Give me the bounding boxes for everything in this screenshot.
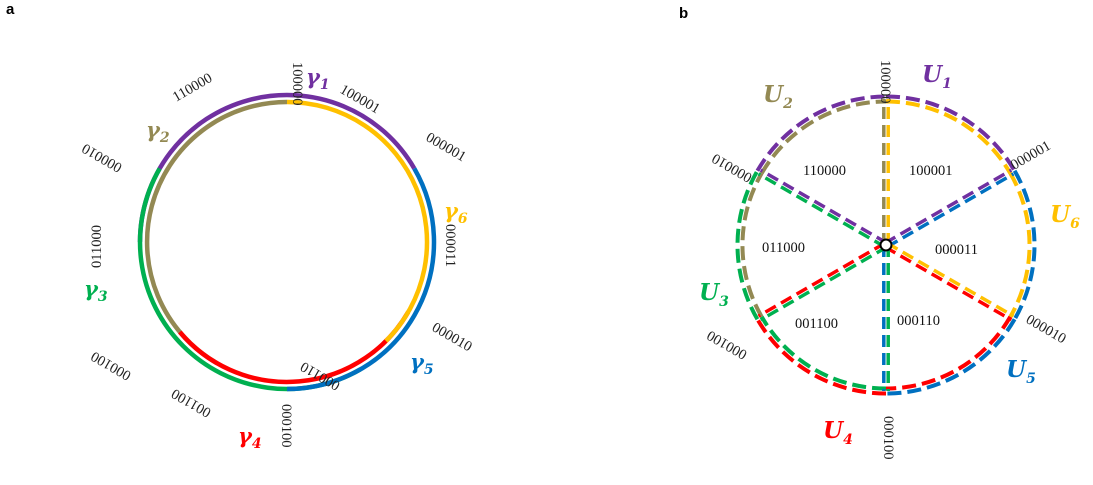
- region-code-upper-left: 110000: [803, 163, 846, 179]
- u4-label: U4: [823, 417, 853, 448]
- spoke-5-0: [759, 168, 888, 245]
- gamma-1-label: γ1: [306, 64, 330, 93]
- gamma-2-arc: [144, 99, 288, 366]
- spoke-2-0: [884, 245, 1013, 322]
- outer-arc-2-outer: [885, 318, 1017, 396]
- gamma-3-arc: [137, 167, 362, 392]
- radial-code-upper-left: 000010: [709, 150, 755, 186]
- panel-a: a 100000 000001 000011 000010 000110 000…: [6, 1, 475, 452]
- outer-arc-3-inner: [759, 315, 887, 391]
- gamma-4-arc: [178, 310, 411, 385]
- panel-b-label: b: [679, 5, 688, 22]
- gamma-6-label: γ6: [444, 198, 468, 227]
- code-label-bottom: 000100: [278, 404, 294, 448]
- panel-a-label: a: [6, 1, 15, 18]
- code-label-lower-left: 000100: [88, 348, 134, 384]
- spoke-5-1: [757, 172, 886, 249]
- region-code-lower-right: 000110: [897, 313, 940, 329]
- panel-b: b 100000 000001 000010 000100 000100 000…: [679, 5, 1080, 460]
- spoke-4-1: [759, 245, 888, 322]
- code-label-top-left: 110000: [170, 70, 215, 105]
- radial-code-lower-right: 000010: [1023, 312, 1069, 348]
- spoke-4-0: [757, 241, 886, 318]
- outer-arc-4-outer: [735, 169, 760, 321]
- code-label-bottom-left: 001100: [169, 385, 214, 420]
- gamma-6-arc: [286, 99, 430, 343]
- radial-code-top: 100000: [877, 60, 893, 104]
- region-code-lower-left: 001100: [795, 316, 838, 332]
- radial-dashed-spokes: [757, 99, 1015, 391]
- gamma-5-label: γ5: [410, 349, 434, 378]
- u6-label: U6: [1050, 201, 1080, 232]
- u5-label: U5: [1006, 356, 1036, 387]
- gamma-1-arc: [137, 92, 417, 243]
- outer-dashed-arcs: [735, 94, 1037, 396]
- gamma-4-label: γ4: [238, 423, 262, 452]
- code-label-top: 100000: [289, 62, 305, 106]
- outer-arc-5-inner: [759, 99, 887, 175]
- region-code-left: 011000: [762, 240, 805, 256]
- region-code-upper-right: 100001: [909, 163, 953, 179]
- outer-arc-0-inner: [885, 99, 1013, 175]
- radial-code-upper-right: 000001: [1008, 138, 1054, 174]
- region-code-right: 000011: [935, 242, 978, 258]
- code-label-right: 000011: [442, 224, 458, 267]
- outer-arc-2-inner: [885, 315, 1013, 391]
- outer-arc-1-outer: [1012, 169, 1037, 321]
- gamma-3-label: γ3: [84, 276, 108, 305]
- radial-code-lower-left: 000100: [704, 327, 750, 363]
- center-point: [879, 238, 893, 252]
- outer-arc-0-outer: [885, 94, 1017, 172]
- radial-code-bottom: 000100: [880, 416, 896, 460]
- code-label-lower-right: 000010: [429, 320, 475, 356]
- gamma-2-label: γ2: [146, 117, 170, 146]
- u3-label: U3: [699, 279, 729, 310]
- spoke-2-1: [886, 241, 1015, 318]
- gamma-5-arc: [286, 167, 437, 392]
- code-label-upper-left: 000010: [79, 140, 125, 176]
- code-label-upper-right: 000001: [423, 130, 469, 166]
- outer-arc-4-inner: [740, 172, 764, 318]
- spoke-1-0: [886, 172, 1015, 249]
- u1-label: U1: [922, 61, 952, 92]
- spoke-1-1: [884, 168, 1013, 245]
- u2-label: U2: [763, 81, 793, 112]
- outer-arc-1-inner: [1008, 172, 1032, 318]
- code-label-left: 011000: [89, 225, 105, 268]
